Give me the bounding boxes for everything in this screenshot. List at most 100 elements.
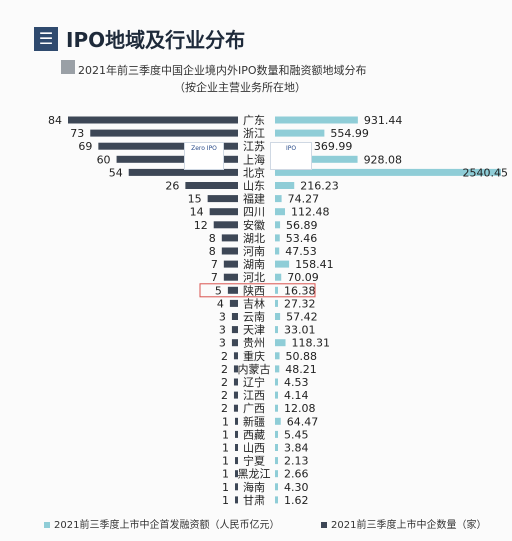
page-title: IPO地域及行业分布 (66, 28, 246, 52)
amount-value-label: 50.88 (286, 350, 318, 363)
menu-icon: ☰ (34, 27, 58, 51)
category-label: 安徽 (243, 218, 265, 232)
amount-bar (275, 208, 286, 216)
count-value-label: 3 (219, 324, 226, 337)
count-value-label: 73 (70, 127, 84, 140)
category-label: 西藏 (243, 428, 265, 441)
count-bar (231, 326, 238, 334)
count-bar (207, 195, 238, 203)
count-value-label: 8 (209, 245, 216, 258)
amount-value-label: 5.45 (284, 428, 309, 441)
legend-label-amount: 2021前三季度上市中企首发融资额（人民币亿元） (54, 520, 280, 531)
amount-bar (275, 168, 501, 176)
amount-value-label: 47.53 (285, 245, 317, 258)
category-label: 福建 (243, 192, 265, 206)
amount-value-label: 74.27 (288, 193, 320, 206)
amount-value-label: 216.23 (300, 180, 339, 193)
count-bar (185, 182, 238, 189)
amount-value-label: 158.41 (295, 258, 334, 271)
category-label: 江苏 (243, 140, 265, 153)
count-bar (227, 286, 238, 294)
amount-value-label: 27.32 (284, 297, 316, 310)
amount-value-label: 2.66 (284, 468, 309, 481)
amount-bar (275, 260, 290, 268)
count-value-label: 7 (211, 271, 218, 284)
count-value-label: 69 (78, 140, 92, 153)
count-value-label: 15 (188, 193, 202, 206)
count-bar (128, 168, 238, 176)
count-value-label: 4 (217, 297, 224, 310)
category-label: 宁夏 (243, 454, 265, 468)
amount-value-label: 16.38 (284, 284, 316, 297)
amount-value-label: 4.53 (284, 376, 309, 389)
count-bar (68, 116, 238, 124)
amount-value-label: 1.62 (284, 494, 309, 507)
subtitle-marker (61, 60, 75, 74)
category-label: 湖南 (243, 258, 265, 271)
chart-title: 2021年前三季度中国企业境内外IPO数量和融资额地域分布 (78, 64, 367, 77)
count-bar (235, 417, 238, 425)
count-value-label: 2 (221, 389, 228, 402)
count-bar (223, 260, 238, 268)
count-bar (231, 339, 238, 347)
count-bar (233, 378, 238, 386)
category-label: 湖北 (243, 232, 265, 245)
category-label: 重庆 (243, 349, 265, 363)
amount-bar (275, 326, 278, 334)
count-bar (233, 365, 238, 373)
count-bar (90, 129, 238, 137)
amount-bar (275, 116, 358, 124)
category-label: 辽宁 (243, 375, 265, 389)
count-value-label: 60 (97, 153, 111, 166)
count-bar (235, 470, 238, 478)
amount-bar (275, 247, 280, 255)
count-bar (223, 273, 238, 281)
logo-right: IPO (270, 142, 312, 170)
count-bar (235, 457, 238, 465)
legend-label-count: 2021前三季度上市中企数量（家） (331, 520, 487, 531)
category-label: 甘肃 (243, 494, 265, 507)
category-label: 内蒙古 (238, 362, 271, 376)
amount-value-label: 112.48 (291, 206, 330, 219)
count-value-label: 2 (221, 350, 228, 363)
count-value-label: 8 (209, 232, 216, 245)
count-value-label: 7 (211, 258, 218, 271)
amount-bar (275, 286, 278, 294)
count-bar (235, 496, 238, 504)
legend-item-amount: 2021前三季度上市中企首发融资额（人民币亿元） (44, 516, 279, 531)
amount-value-label: 4.14 (284, 389, 309, 402)
amount-value-label: 56.89 (286, 219, 318, 232)
amount-bar (275, 313, 281, 320)
count-bar (233, 352, 238, 360)
amount-bar (275, 483, 278, 491)
chart-subtitle: （按企业主营业务所在地） (174, 81, 306, 94)
category-label: 江西 (243, 389, 265, 402)
category-label: 广西 (243, 402, 265, 415)
count-bar (213, 221, 238, 229)
amount-value-label: 53.46 (286, 232, 318, 245)
count-value-label: 1 (222, 415, 229, 428)
category-label: 山西 (243, 442, 265, 455)
category-label: 天津 (243, 324, 265, 337)
amount-bar (275, 352, 280, 360)
count-value-label: 2 (221, 363, 228, 376)
count-value-label: 3 (219, 311, 226, 324)
count-bar (235, 430, 238, 438)
amount-value-label: 369.99 (314, 140, 353, 153)
count-value-label: 1 (222, 442, 229, 455)
category-label: 陕西 (243, 283, 265, 297)
amount-value-label: 33.01 (284, 324, 316, 337)
logo-left: Zero IPO (184, 142, 224, 170)
category-label: 广东 (243, 114, 265, 127)
count-value-label: 12 (194, 219, 208, 232)
amount-bar (275, 273, 282, 281)
amount-bar (275, 182, 295, 189)
count-bar (221, 247, 238, 255)
count-value-label: 2 (221, 402, 228, 415)
amount-bar (275, 404, 278, 412)
category-label: 四川 (243, 206, 265, 219)
category-label: 贵州 (243, 337, 265, 350)
amount-value-label: 2.13 (284, 455, 309, 468)
